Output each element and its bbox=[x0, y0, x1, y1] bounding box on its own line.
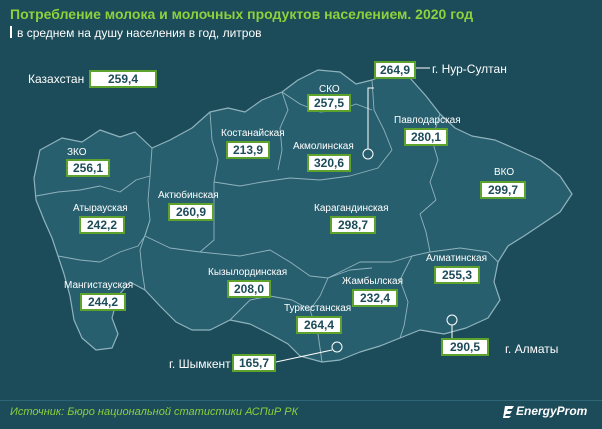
shymkent-marker-icon bbox=[331, 341, 343, 353]
label-kyzylorda: Кызылординская bbox=[208, 267, 288, 278]
value-sko: 257,5 bbox=[307, 94, 351, 112]
label-akmola: Акмолинская bbox=[293, 141, 354, 152]
value-zhambyl: 232,4 bbox=[352, 289, 398, 307]
label-mangistau: Мангистауская bbox=[64, 280, 134, 291]
label-aktobe: Актюбинская bbox=[158, 190, 219, 201]
label-vko: ВКО bbox=[494, 167, 515, 178]
label-shymkent: г. Шымкент bbox=[169, 357, 231, 371]
label-pavlodar: Павлодарская bbox=[394, 115, 461, 126]
label-zko: ЗКО bbox=[67, 147, 87, 158]
value-kazakhstan: 259,4 bbox=[89, 70, 157, 88]
label-almaty-region: Алматинская bbox=[426, 253, 487, 264]
value-kyzylorda: 208,0 bbox=[227, 280, 271, 298]
page-title: Потребление молока и молочных продуктов … bbox=[10, 6, 474, 22]
value-almaty-region: 255,3 bbox=[434, 266, 480, 284]
label-almaty: г. Алматы bbox=[505, 342, 559, 356]
source-note: Источник: Бюро национальной статистики А… bbox=[10, 406, 299, 418]
value-karaganda: 298,7 bbox=[330, 216, 376, 234]
energyprom-logo-icon bbox=[503, 406, 514, 418]
value-aktobe: 260,9 bbox=[168, 203, 214, 221]
subtitle-bar bbox=[10, 26, 12, 38]
value-atyrau: 242,2 bbox=[79, 216, 125, 234]
value-turkestan: 264,4 bbox=[296, 316, 342, 334]
value-zko: 256,1 bbox=[66, 159, 110, 177]
label-zhambyl: Жамбылская bbox=[342, 276, 403, 287]
value-vko: 299,7 bbox=[480, 181, 526, 199]
label-turkestan: Туркестанская bbox=[284, 303, 352, 314]
brand-name: EnergyProm bbox=[516, 404, 588, 418]
label-kazakhstan: Казахстан bbox=[28, 72, 85, 86]
page-subtitle-text: в среднем на душу населения в год, литро… bbox=[17, 26, 262, 40]
value-akmola: 320,6 bbox=[307, 154, 351, 172]
value-mangistau: 244,2 bbox=[80, 293, 126, 311]
label-atyrau: Атырауская bbox=[73, 203, 128, 214]
label-sko: СКО bbox=[319, 84, 340, 95]
label-kostanay: Костанайская bbox=[221, 128, 285, 139]
city-markers bbox=[275, 67, 458, 363]
label-karaganda: Карагандинская bbox=[314, 203, 389, 214]
footer-divider bbox=[0, 400, 602, 401]
value-shymkent: 165,7 bbox=[232, 354, 276, 372]
label-nur-sultan: г. Нур-Султан bbox=[432, 62, 507, 76]
page-subtitle: в среднем на душу населения в год, литро… bbox=[10, 26, 262, 40]
value-pavlodar: 280,1 bbox=[404, 128, 448, 146]
value-nur-sultan: 264,9 bbox=[374, 61, 416, 79]
value-almaty: 290,5 bbox=[441, 338, 489, 356]
value-kostanay: 213,9 bbox=[226, 141, 270, 159]
region-borders bbox=[35, 79, 499, 363]
